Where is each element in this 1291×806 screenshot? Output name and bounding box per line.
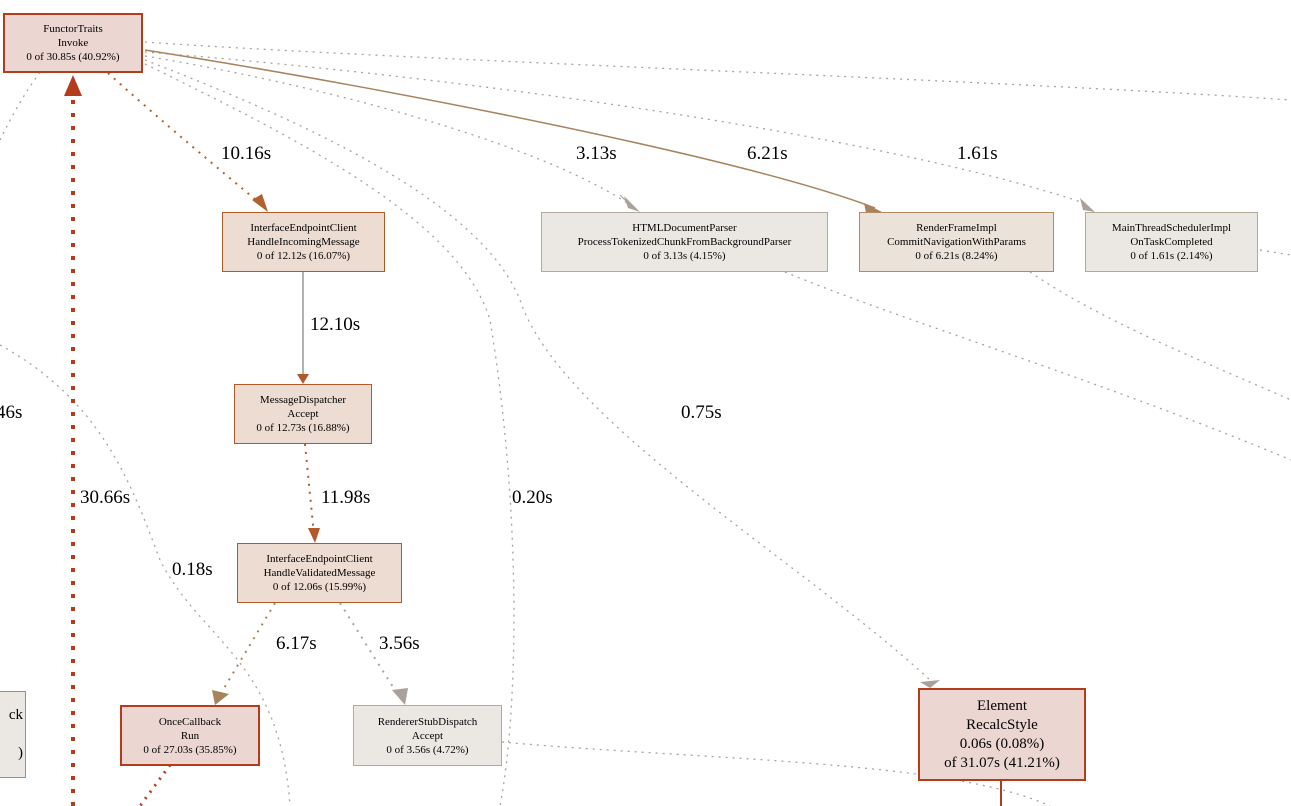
node-text: 0.06s (0.08%) (959, 735, 1045, 752)
edge-dispatcher-to-validated (304, 443, 315, 536)
edge-functor-to-iec (107, 72, 263, 206)
node-text: of 31.07s (41.21%) (944, 754, 1060, 771)
node-render-frame-impl[interactable]: RenderFrameImpl CommitNavigationWithParam… (859, 212, 1054, 272)
node-text: 0 of 1.61s (2.14%) (1130, 250, 1213, 262)
edge (144, 41, 1291, 101)
node-text: HandleIncomingMessage (247, 236, 360, 248)
node-message-dispatcher[interactable]: MessageDispatcher Accept 0 of 12.73s (16.8… (234, 384, 372, 444)
edge (0, 71, 41, 141)
edge-label: 30.66s (80, 487, 131, 508)
node-text: 0 of 12.12s (16.07%) (256, 250, 351, 262)
node-text: 0 of 6.21s (8.24%) (915, 250, 998, 262)
node-text: MessageDispatcher (259, 394, 347, 406)
edge (1029, 271, 1291, 401)
node-functortraits-invoke[interactable]: FunctorTraits Invoke 0 of 30.85s (40.92%) (3, 13, 143, 73)
edge-label: 1.61s (957, 143, 998, 164)
node-text: HandleValidatedMessage (263, 567, 376, 579)
node-element-recalcstyle[interactable]: Element RecalcStyle 0.06s (0.08%) of 31.07s… (918, 688, 1086, 781)
node-text: InterfaceEndpointClient (250, 222, 357, 234)
edge-label: 46s (0, 402, 23, 423)
node-main-thread-scheduler[interactable]: MainThreadSchedulerImpl OnTaskCompleted 0 … (1085, 212, 1258, 272)
node-text: Accept (411, 729, 444, 742)
node-renderer-stub-dispatch[interactable]: RendererStubDispatch Accept 0 of 3.56s (4.… (353, 705, 502, 766)
edge-label: 6.17s (276, 633, 317, 654)
node-text: ) (18, 745, 23, 761)
arrowhead (920, 680, 940, 688)
node-text: Invoke (57, 37, 89, 49)
node-text: RecalcStyle (966, 716, 1038, 733)
node-text: OnTaskCompleted (1130, 236, 1213, 248)
node-oncecallback-run[interactable]: OnceCallback Run 0 of 27.03s (35.85%) (120, 705, 260, 766)
node-text: 0 of 30.85s (40.92%) (26, 51, 120, 63)
node-text: 0 of 12.06s (15.99%) (272, 581, 367, 593)
edge (1259, 249, 1291, 256)
node-text: RenderFrameImpl (916, 222, 997, 234)
edge-label: 0.20s (512, 487, 553, 508)
arrowhead (212, 690, 229, 705)
node-text: Element (977, 697, 1027, 714)
edge-functor-to-renderframe (144, 49, 876, 209)
edge (501, 741, 1051, 806)
node-text (0, 725, 23, 744)
node-text: Run (180, 729, 200, 742)
node-text: InterfaceEndpointClient (266, 553, 373, 565)
edge (784, 271, 1291, 461)
node-text: 0 of 12.73s (16.88%) (256, 422, 350, 434)
edge-label: 6.21s (747, 143, 788, 164)
node-text: Accept (287, 408, 319, 420)
arrowhead (297, 374, 309, 384)
edge-label: 3.13s (576, 143, 617, 164)
edge (144, 51, 1091, 206)
edge-label: 12.10s (310, 314, 361, 335)
edge-label: 3.56s (379, 633, 420, 654)
node-text: FunctorTraits (43, 23, 103, 35)
node-text: RendererStubDispatch (377, 715, 478, 728)
edge-validated-to-once (219, 602, 276, 696)
edge-label: 10.16s (221, 143, 272, 164)
node-text: 0 of 27.03s (35.85%) (143, 743, 237, 756)
node-text: ProcessTokenizedChunkFromBackgroundParse… (577, 236, 792, 248)
arrowhead (624, 196, 640, 212)
node-text: MainThreadSchedulerImpl (1111, 222, 1232, 234)
node-text: HTMLDocumentParser (632, 222, 737, 234)
edge (144, 55, 631, 206)
edge-label: 0.75s (681, 402, 722, 423)
node-text: CommitNavigationWithParams (887, 236, 1026, 248)
node-iec-handle-validated[interactable]: InterfaceEndpointClient HandleValidatedMe… (237, 543, 402, 603)
edge (144, 59, 931, 681)
arrowhead (308, 528, 320, 543)
edge-label: 0.18s (172, 559, 213, 580)
edge-label: 11.98s (321, 487, 371, 508)
node-text: OnceCallback (158, 715, 222, 728)
node-partial-left-node[interactable]: ck ) (0, 691, 26, 778)
edge (0, 344, 291, 806)
arrowhead (864, 203, 882, 213)
node-html-document-parser[interactable]: HTMLDocumentParser ProcessTokenizedChunkF… (541, 212, 828, 272)
node-text: ck (8, 707, 23, 723)
arrowhead (392, 688, 408, 705)
node-iec-handle-incoming[interactable]: InterfaceEndpointClient HandleIncomingMes… (222, 212, 385, 272)
arrowhead (1080, 198, 1095, 212)
edge-once-down (138, 764, 172, 806)
arrowhead (252, 194, 268, 212)
node-text: 0 of 3.56s (4.72%) (386, 743, 469, 756)
arrowhead (64, 75, 82, 96)
node-text: 0 of 3.13s (4.15%) (643, 250, 726, 262)
